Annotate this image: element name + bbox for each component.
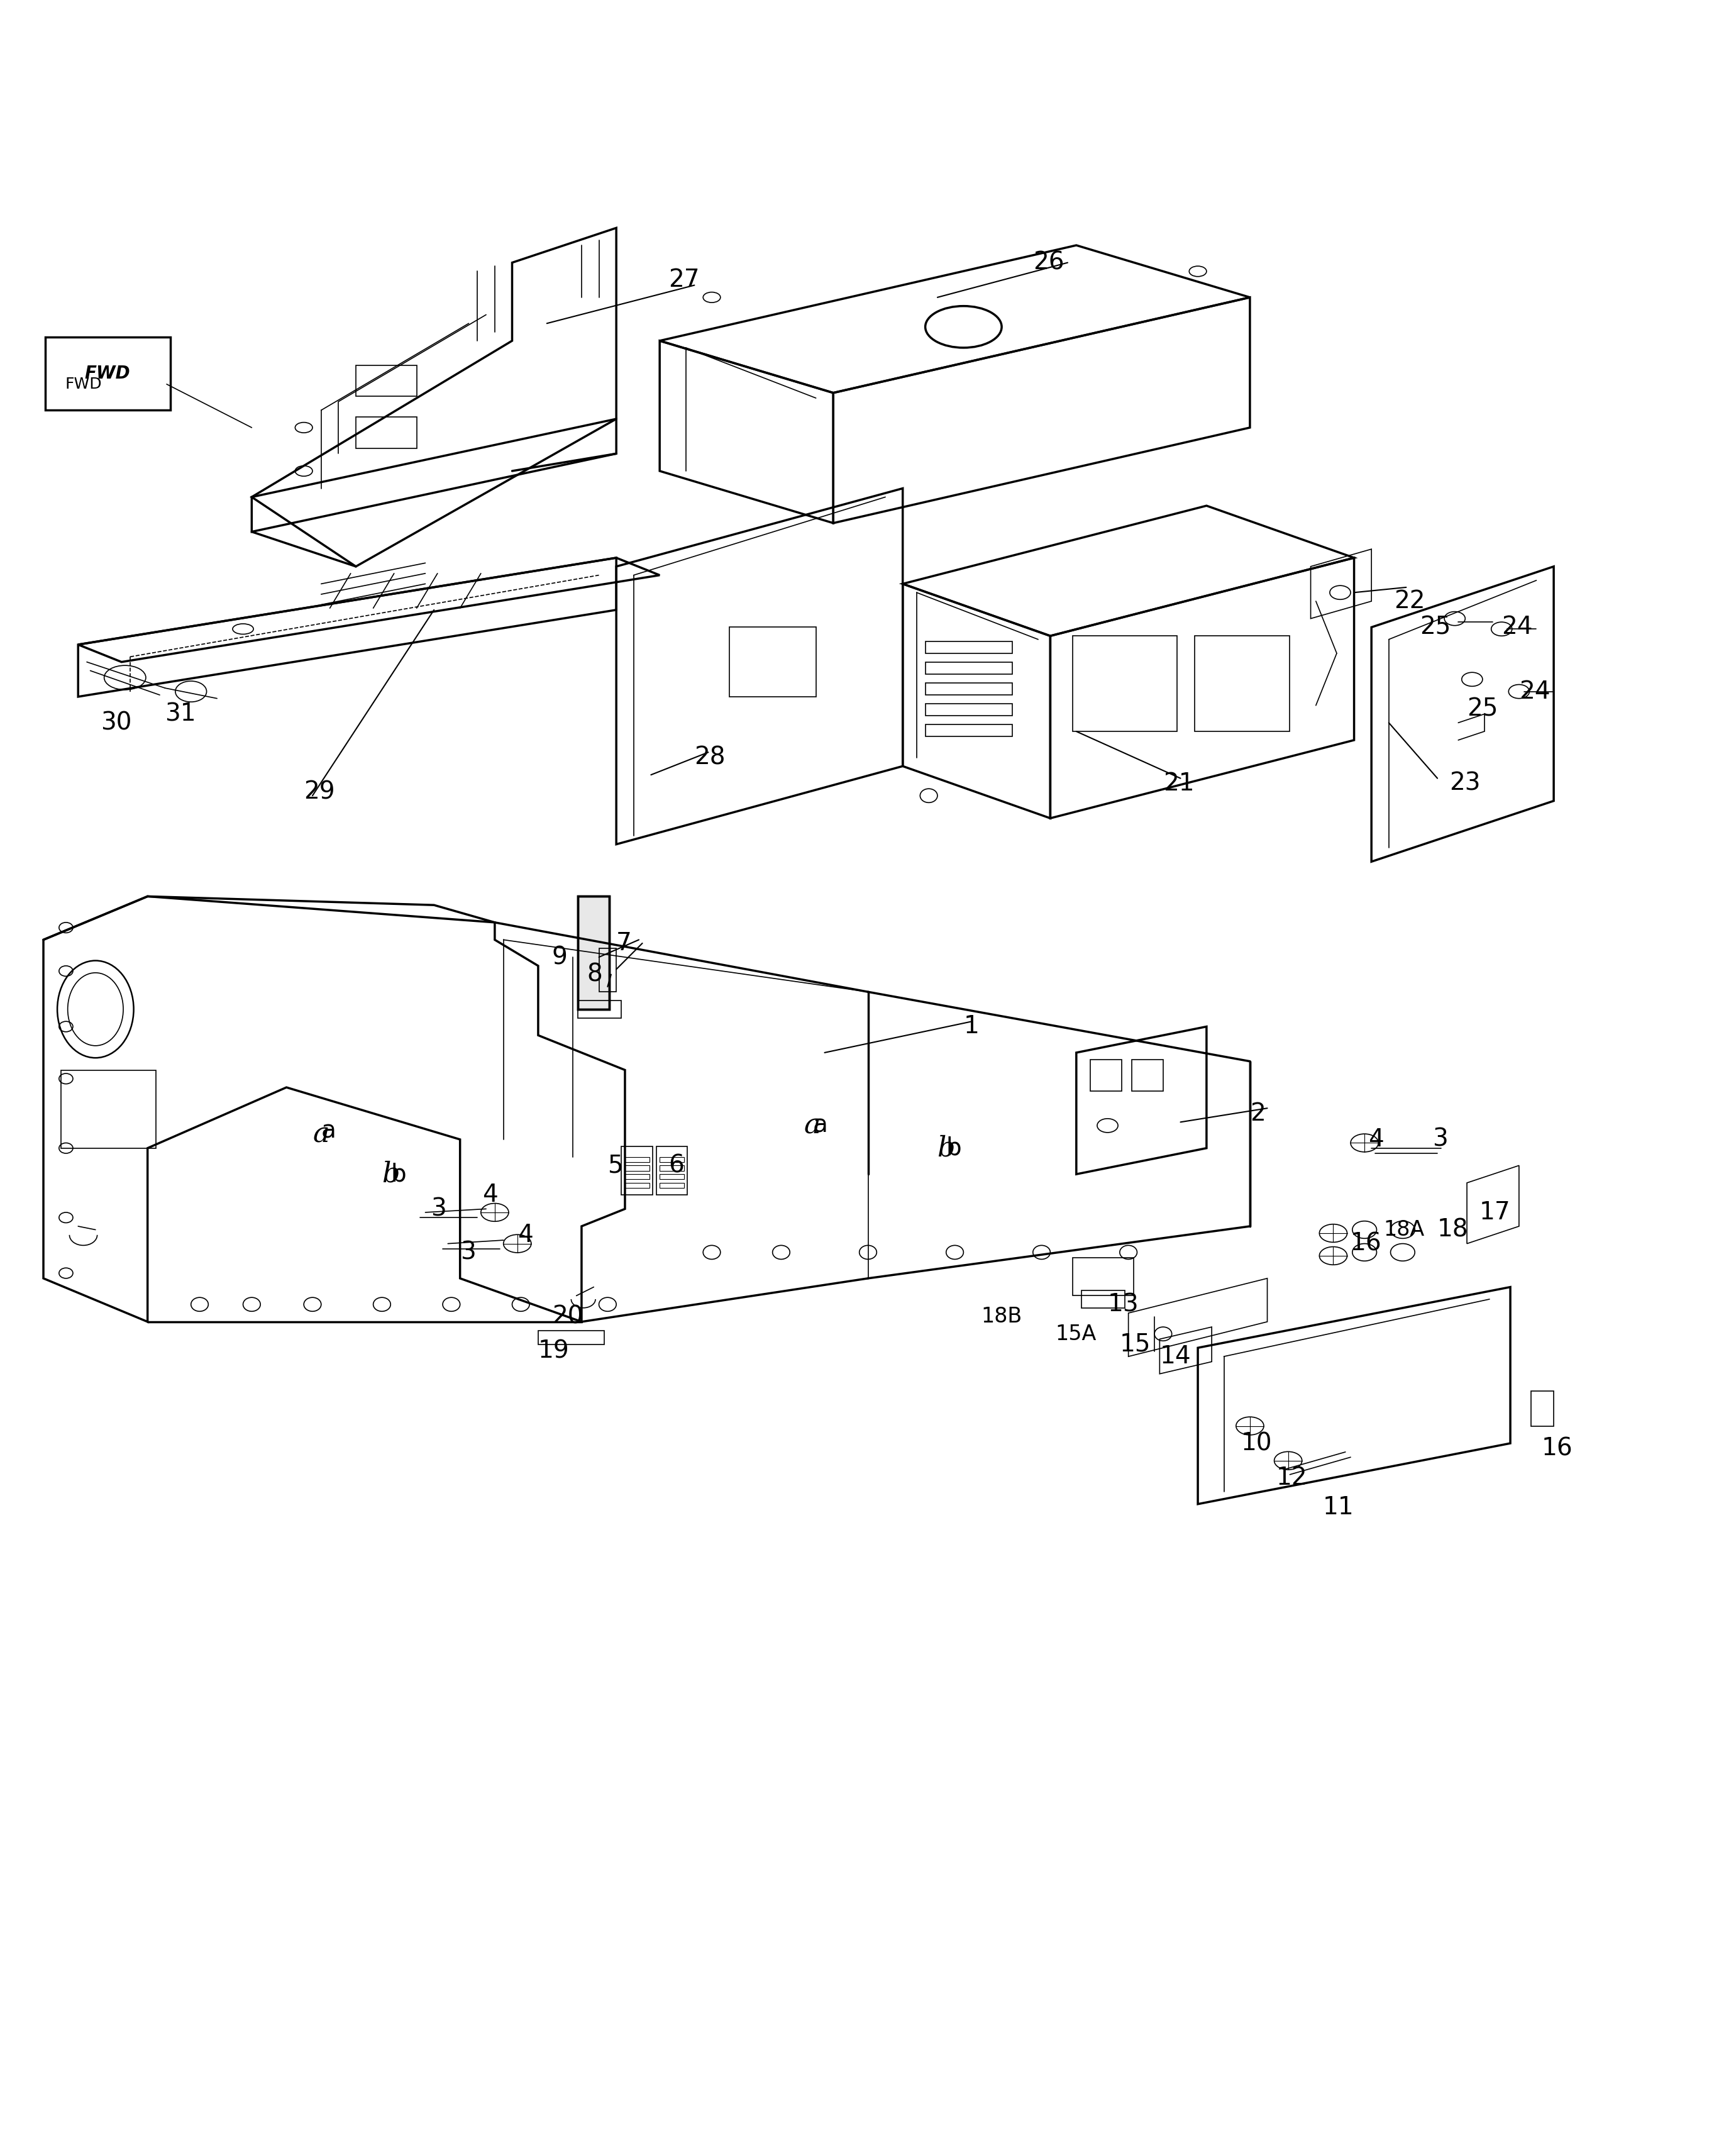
Text: 4: 4 <box>483 1183 498 1207</box>
Bar <box>1194 636 1290 732</box>
Text: 13: 13 <box>1108 1293 1139 1316</box>
Bar <box>660 1175 684 1179</box>
Text: 4: 4 <box>517 1222 533 1248</box>
Text: 8: 8 <box>587 963 602 987</box>
Bar <box>356 366 417 396</box>
Bar <box>625 1183 649 1188</box>
Bar <box>925 704 1012 715</box>
Bar <box>1073 636 1177 732</box>
Text: FWD: FWD <box>85 366 130 383</box>
Text: 20: 20 <box>552 1305 583 1329</box>
Bar <box>925 642 1012 653</box>
Bar <box>578 1002 621 1019</box>
Text: 18: 18 <box>1437 1218 1469 1241</box>
Text: 18B: 18B <box>981 1305 1023 1327</box>
Bar <box>578 897 609 1010</box>
Text: FWD: FWD <box>64 377 102 392</box>
Text: 25: 25 <box>1420 616 1451 640</box>
Text: b: b <box>937 1134 955 1162</box>
Bar <box>599 948 616 991</box>
Text: 22: 22 <box>1394 588 1425 614</box>
Text: 31: 31 <box>165 702 196 725</box>
Text: 6: 6 <box>668 1153 684 1177</box>
Text: 29: 29 <box>304 781 335 805</box>
Text: 4: 4 <box>1368 1128 1384 1151</box>
Bar <box>356 417 417 449</box>
Bar <box>1132 1059 1163 1091</box>
Bar <box>925 661 1012 674</box>
Text: b: b <box>946 1136 962 1160</box>
Text: b: b <box>391 1162 406 1186</box>
Text: 16: 16 <box>1542 1436 1573 1459</box>
Bar <box>621 1147 653 1194</box>
Text: 3: 3 <box>1432 1128 1448 1151</box>
Bar <box>578 897 609 1010</box>
Bar <box>660 1158 684 1162</box>
Text: b: b <box>382 1160 399 1188</box>
Text: 9: 9 <box>552 946 568 969</box>
Bar <box>925 725 1012 736</box>
Bar <box>625 1175 649 1179</box>
Text: 24: 24 <box>1502 616 1533 640</box>
Text: 23: 23 <box>1450 773 1481 796</box>
Text: 27: 27 <box>668 268 700 291</box>
Text: 3: 3 <box>460 1241 476 1265</box>
Text: 1: 1 <box>963 1014 979 1038</box>
Text: 5: 5 <box>608 1153 623 1177</box>
Text: 2: 2 <box>1250 1102 1266 1126</box>
Bar <box>729 627 816 698</box>
Text: 7: 7 <box>616 931 632 954</box>
Text: 21: 21 <box>1163 773 1194 796</box>
Bar <box>625 1166 649 1171</box>
Bar <box>1082 1290 1125 1308</box>
Text: 11: 11 <box>1323 1496 1354 1519</box>
Text: a: a <box>812 1113 828 1138</box>
Bar <box>1073 1258 1134 1295</box>
Text: 24: 24 <box>1519 681 1550 704</box>
Bar <box>625 1158 649 1162</box>
Text: 15A: 15A <box>1055 1323 1097 1344</box>
Bar <box>61 1070 156 1149</box>
Text: 14: 14 <box>1160 1344 1191 1367</box>
Text: 25: 25 <box>1467 698 1498 721</box>
Bar <box>1090 1059 1121 1091</box>
Bar <box>925 683 1012 696</box>
Text: 26: 26 <box>1033 250 1064 274</box>
Text: 17: 17 <box>1479 1201 1510 1224</box>
Bar <box>660 1166 684 1171</box>
Text: 28: 28 <box>694 745 726 770</box>
Text: 18A: 18A <box>1384 1220 1425 1239</box>
Text: 3: 3 <box>431 1196 446 1220</box>
Text: a: a <box>321 1119 337 1143</box>
Text: 16: 16 <box>1351 1233 1382 1256</box>
Bar <box>660 1183 684 1188</box>
Text: 15: 15 <box>1120 1333 1151 1357</box>
Text: 30: 30 <box>101 710 132 734</box>
Text: 19: 19 <box>538 1340 569 1363</box>
Text: a: a <box>312 1121 330 1147</box>
Text: a: a <box>804 1113 821 1138</box>
Text: 12: 12 <box>1276 1466 1307 1489</box>
Text: 10: 10 <box>1241 1432 1272 1455</box>
Bar <box>656 1147 687 1194</box>
FancyBboxPatch shape <box>45 338 170 411</box>
Bar <box>538 1331 604 1344</box>
